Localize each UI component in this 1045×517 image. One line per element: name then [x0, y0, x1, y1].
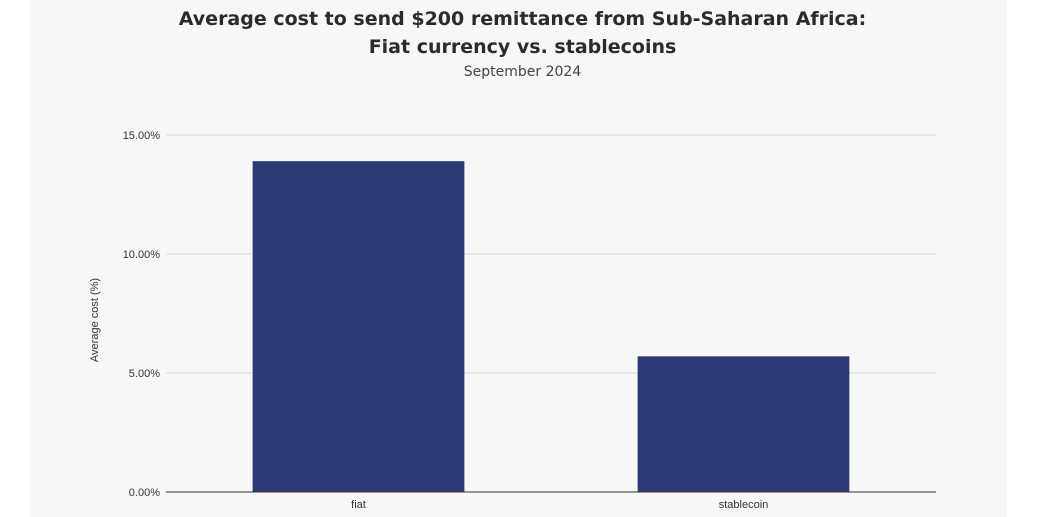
- axis-layer: 0.00% 5.00% 10.00% 15.00% fiat stablecoin: [123, 130, 936, 511]
- chart-title-line2: Fiat currency vs. stablecoins: [368, 36, 677, 58]
- y-tick-label: 5.00%: [129, 368, 160, 380]
- y-tick-label: 0.00%: [129, 487, 160, 499]
- chart-subtitle: September 2024: [463, 64, 582, 80]
- y-tick-label: 15.00%: [123, 130, 161, 142]
- x-tick-label: stablecoin: [719, 499, 769, 511]
- y-tick-label: 10.00%: [123, 249, 161, 261]
- chart-title-line1: Average cost to send $200 remittance fro…: [178, 8, 867, 30]
- bar-layer: [252, 161, 850, 492]
- y-axis-title: Average cost (%): [89, 278, 101, 362]
- bar-stablecoin: [637, 356, 850, 492]
- bar-fiat: [252, 161, 465, 492]
- x-tick-label: fiat: [351, 499, 366, 511]
